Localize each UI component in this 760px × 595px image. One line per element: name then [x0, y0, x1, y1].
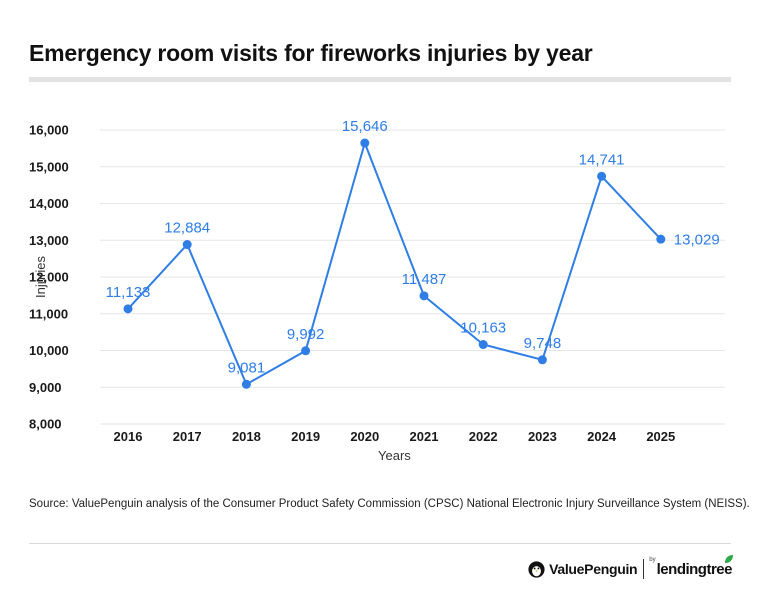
y-tick-label: 14,000 [29, 196, 69, 211]
grid-lines [100, 129, 725, 425]
x-tick-label: 2017 [173, 429, 202, 444]
x-tick-label: 2023 [528, 429, 557, 444]
data-point [360, 138, 370, 148]
x-tick-label: 2016 [114, 429, 143, 444]
x-axis-title: Years [378, 448, 411, 463]
brand-divider [643, 559, 645, 579]
y-axis-title: Injuries [33, 256, 48, 298]
data-point [123, 304, 133, 314]
page-title: Emergency room visits for fireworks inju… [29, 40, 593, 66]
x-tick-label: 2018 [232, 429, 261, 444]
data-label: 13,029 [674, 232, 720, 249]
data-point [182, 240, 192, 250]
data-label: 15,646 [342, 118, 388, 135]
y-tick-label: 16,000 [29, 123, 69, 138]
data-label: 10,163 [460, 320, 506, 337]
source-note: Source: ValuePenguin analysis of the Con… [29, 498, 750, 510]
data-point [301, 346, 311, 356]
data-point [537, 355, 547, 365]
brand-lendingtree: lendingtree [656, 554, 733, 578]
data-point [241, 379, 251, 389]
line-chart: 8,000 9,000 10,000 11,000 12,000 13,000 14,000… [29, 118, 725, 463]
brand-valuepenguin: ValuePenguin [549, 561, 638, 577]
x-tick-label: 2025 [646, 429, 675, 444]
y-axis-ticks: 8,000 9,000 10,000 11,000 12,000 13,000 14,000… [29, 123, 69, 432]
y-tick-label: 8,000 [29, 417, 62, 432]
x-tick-label: 2021 [410, 429, 439, 444]
x-tick-label: 2022 [469, 429, 498, 444]
data-point [419, 291, 429, 301]
data-label: 12,884 [164, 220, 210, 237]
y-tick-label: 11,000 [29, 306, 68, 321]
title-divider [29, 77, 731, 82]
series-line [127, 139, 662, 386]
penguin-icon [528, 560, 545, 578]
data-label: 11,133 [106, 284, 151, 301]
data-point [478, 340, 488, 350]
data-labels: 11,133 12,884 9,081 9,992 15,646 11,487 10,163… [106, 118, 720, 376]
x-tick-label: 2019 [291, 429, 320, 444]
data-label: 9,081 [228, 359, 266, 376]
data-label: 11,487 [402, 271, 447, 288]
data-point [656, 234, 666, 244]
y-tick-label: 13,000 [29, 233, 69, 248]
data-points [123, 138, 666, 389]
y-tick-label: 10,000 [29, 343, 69, 358]
brand-by: by [649, 557, 656, 563]
x-axis-ticks: 2016 2017 2018 2019 2020 2021 2022 2023 2024 2025 [114, 429, 676, 444]
x-tick-label: 2020 [350, 429, 379, 444]
y-tick-label: 15,000 [29, 159, 69, 174]
x-tick-label: 2024 [587, 429, 617, 444]
y-tick-label: 12,000 [29, 270, 69, 285]
footer-divider [29, 543, 731, 544]
y-tick-label: 9,000 [29, 380, 62, 395]
data-point [597, 171, 607, 181]
brand-lendingtree-text: lendingtree [656, 560, 733, 578]
data-label: 9,748 [524, 335, 562, 352]
brand-logo: ValuePenguin by lendingtree [528, 554, 733, 582]
data-label: 9,992 [287, 326, 325, 343]
data-label: 14,741 [579, 151, 625, 168]
leaf-icon [725, 554, 733, 563]
